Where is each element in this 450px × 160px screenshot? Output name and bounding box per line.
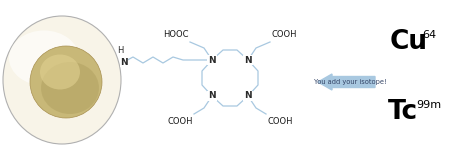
- Text: COOH: COOH: [271, 30, 297, 39]
- Ellipse shape: [3, 16, 121, 144]
- Text: Tc: Tc: [388, 99, 418, 125]
- Text: N: N: [120, 57, 128, 67]
- Text: COOH: COOH: [167, 117, 193, 126]
- Text: N: N: [208, 92, 216, 100]
- Ellipse shape: [9, 31, 79, 85]
- FancyArrow shape: [318, 74, 375, 90]
- Text: Cu: Cu: [390, 29, 428, 55]
- Ellipse shape: [40, 55, 80, 89]
- Text: You add your isotope!: You add your isotope!: [314, 79, 387, 85]
- Text: H: H: [117, 46, 123, 55]
- Text: N: N: [244, 56, 252, 64]
- Text: 64: 64: [422, 30, 436, 40]
- Text: N: N: [244, 92, 252, 100]
- Text: 99m: 99m: [416, 100, 441, 110]
- Text: COOH: COOH: [267, 117, 292, 126]
- Ellipse shape: [41, 62, 99, 114]
- Ellipse shape: [30, 46, 102, 118]
- Text: HOOC: HOOC: [163, 30, 189, 39]
- Text: N: N: [208, 56, 216, 64]
